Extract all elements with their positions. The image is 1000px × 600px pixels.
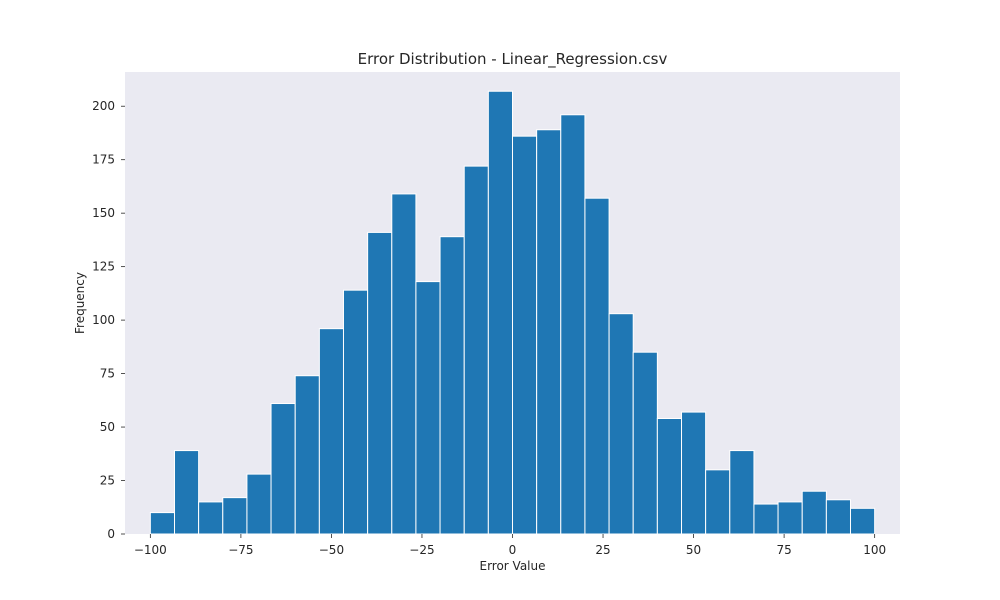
y-tick-label: 200 xyxy=(92,99,115,113)
histogram-bar xyxy=(198,501,224,535)
histogram-bar xyxy=(342,289,369,535)
y-ticks-group: 0 25 50 75 100 125 150 175 200 xyxy=(92,99,125,541)
histogram-bar xyxy=(729,450,755,535)
histogram-bar xyxy=(391,193,417,535)
histogram-bar xyxy=(294,375,320,535)
histogram-bar xyxy=(753,503,779,535)
histogram-bar xyxy=(367,231,393,535)
histogram-bar xyxy=(632,351,658,535)
x-axis-label: Error Value xyxy=(479,559,545,573)
x-tick-label: 0 xyxy=(509,543,517,557)
x-tick-label: 25 xyxy=(595,543,610,557)
histogram-bar xyxy=(512,135,538,535)
histogram-bar xyxy=(705,469,731,535)
histogram-bar xyxy=(681,411,707,535)
y-tick-label: 150 xyxy=(92,206,115,220)
x-tick-label: 50 xyxy=(686,543,701,557)
histogram-bar xyxy=(222,497,248,535)
histogram-bar xyxy=(439,236,465,535)
histogram-bar xyxy=(536,129,562,535)
histogram-bar xyxy=(415,281,441,535)
x-ticks-group: −100 −75 −50 −25 0 25 50 75 100 xyxy=(134,534,886,557)
x-tick-label: 75 xyxy=(776,543,791,557)
x-tick-label: −25 xyxy=(409,543,434,557)
histogram-bar xyxy=(801,490,827,535)
y-tick-label: 0 xyxy=(107,527,115,541)
histogram-bar xyxy=(825,499,851,535)
y-axis-label: Frequency xyxy=(73,272,87,334)
histogram-bar xyxy=(656,418,683,535)
histogram-bar xyxy=(270,403,296,535)
x-tick-label: −100 xyxy=(134,543,167,557)
histogram-bar xyxy=(777,501,803,535)
histogram-bar xyxy=(584,197,610,535)
histogram-bar xyxy=(849,507,876,535)
histogram-bar xyxy=(149,512,176,535)
y-tick-label: 125 xyxy=(92,260,115,274)
y-tick-label: 50 xyxy=(100,420,115,434)
bars-group xyxy=(149,90,876,535)
histogram-bar xyxy=(560,114,586,535)
y-tick-label: 25 xyxy=(100,474,115,488)
histogram-bar xyxy=(318,328,344,535)
histogram-bar xyxy=(487,90,514,535)
x-tick-label: −50 xyxy=(319,543,344,557)
y-tick-label: 100 xyxy=(92,313,115,327)
y-tick-label: 175 xyxy=(92,153,115,167)
y-tick-label: 75 xyxy=(100,367,115,381)
histogram-bar xyxy=(174,450,200,535)
x-tick-label: 100 xyxy=(863,543,886,557)
histogram-bar xyxy=(246,473,272,535)
chart-title: Error Distribution - Linear_Regression.c… xyxy=(358,50,668,69)
histogram-bar xyxy=(608,313,634,535)
x-tick-label: −75 xyxy=(228,543,253,557)
histogram-bar xyxy=(463,165,489,535)
